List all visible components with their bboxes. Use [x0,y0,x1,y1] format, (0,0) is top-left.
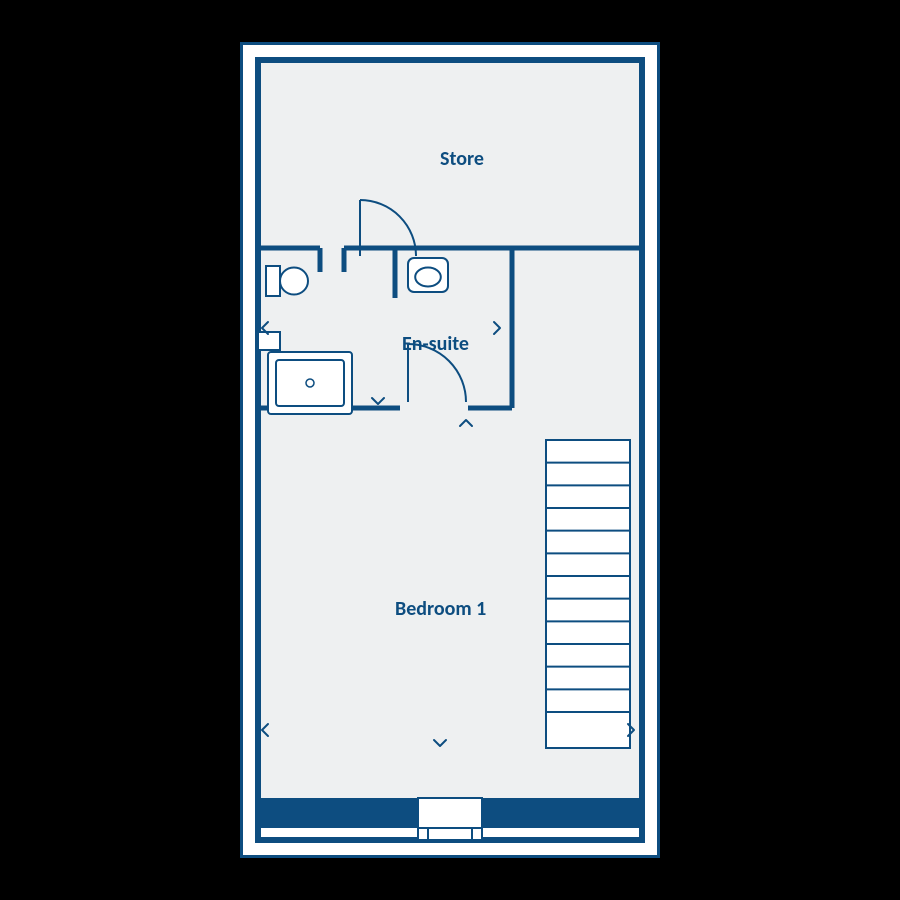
label-bedroom1: Bedroom 1 [395,597,486,621]
label-ensuite: En-suite [402,332,469,356]
floorplan-stage: Store En-suite Bedroom 1 [240,42,660,858]
label-store: Store [440,147,484,171]
